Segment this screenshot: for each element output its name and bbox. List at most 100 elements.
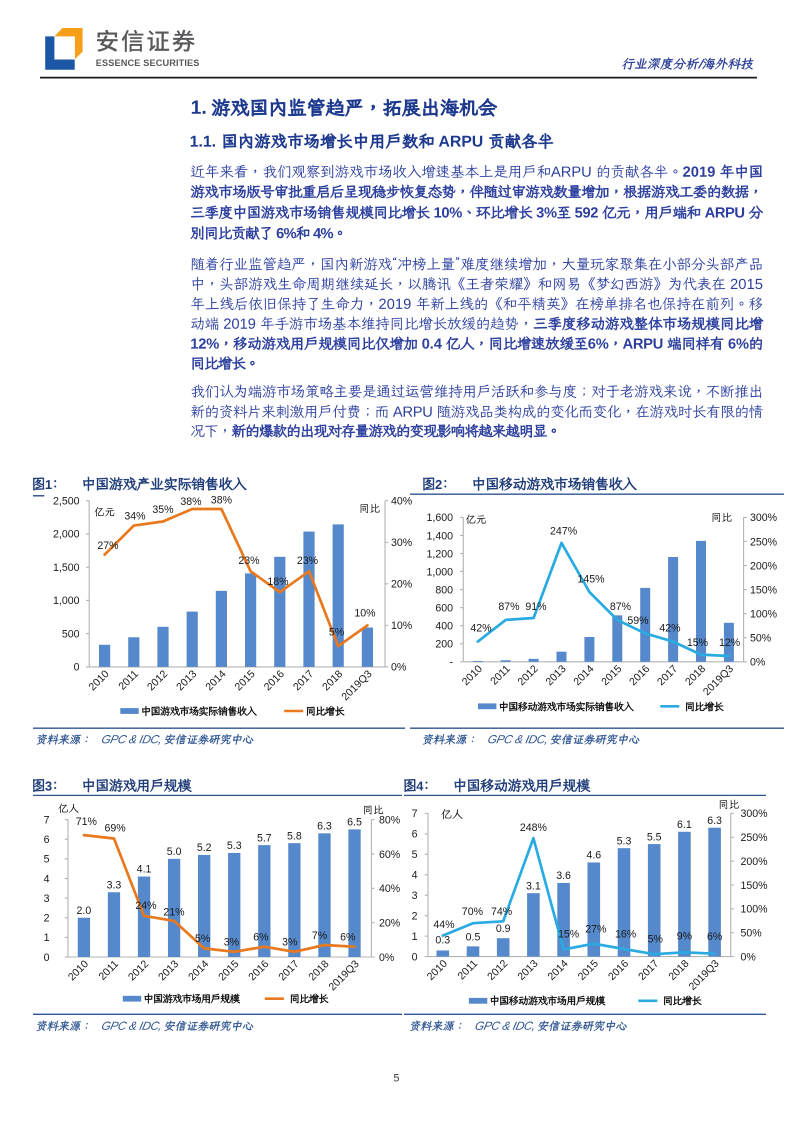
svg-text:2016: 2016 <box>627 663 652 688</box>
svg-text:2014: 2014 <box>546 958 571 983</box>
svg-text:5.3: 5.3 <box>227 840 242 852</box>
svg-text:42%: 42% <box>470 622 492 634</box>
svg-text:15%: 15% <box>558 928 580 940</box>
svg-text:150%: 150% <box>750 584 778 596</box>
svg-text:2013: 2013 <box>515 958 540 983</box>
svg-text:800: 800 <box>435 584 453 596</box>
svg-text:2014: 2014 <box>571 663 596 688</box>
svg-text:2019Q3: 2019Q3 <box>327 958 362 993</box>
svg-text:0%: 0% <box>741 951 757 963</box>
svg-text:2017: 2017 <box>276 958 301 983</box>
svg-text:300%: 300% <box>741 808 769 820</box>
svg-text:1,000: 1,000 <box>53 595 80 607</box>
svg-text:2010: 2010 <box>425 958 450 983</box>
svg-text:50%: 50% <box>741 928 763 940</box>
svg-text:200: 200 <box>435 639 453 651</box>
svg-text:0%: 0% <box>750 657 766 669</box>
svg-text:5.3: 5.3 <box>617 835 632 847</box>
svg-text:6.5: 6.5 <box>347 817 362 829</box>
svg-text:20%: 20% <box>379 917 401 929</box>
svg-text:2018: 2018 <box>666 958 691 983</box>
svg-text:6.3: 6.3 <box>317 821 332 833</box>
svg-text:2010: 2010 <box>66 958 91 983</box>
svg-text:2018: 2018 <box>320 668 345 693</box>
svg-text:42%: 42% <box>659 622 681 634</box>
svg-text:1: 1 <box>412 931 418 943</box>
svg-text:100%: 100% <box>750 608 778 620</box>
svg-text:2018: 2018 <box>306 958 331 983</box>
svg-text:80%: 80% <box>379 814 401 826</box>
svg-text:6: 6 <box>44 834 50 846</box>
svg-text:0%: 0% <box>379 952 395 964</box>
svg-text:2017: 2017 <box>636 958 661 983</box>
svg-text:6%: 6% <box>707 931 723 943</box>
svg-text:600: 600 <box>435 602 453 614</box>
svg-text:2: 2 <box>44 913 50 925</box>
svg-text:2: 2 <box>412 911 418 923</box>
svg-text:2017: 2017 <box>655 663 680 688</box>
svg-text:0%: 0% <box>391 662 407 674</box>
svg-text:27%: 27% <box>97 540 119 552</box>
svg-text:2014: 2014 <box>203 668 228 693</box>
svg-text:2015: 2015 <box>576 958 601 983</box>
svg-text:3%: 3% <box>224 937 240 949</box>
svg-text:2011: 2011 <box>488 663 513 688</box>
svg-text:5: 5 <box>394 1073 400 1085</box>
svg-text:71%: 71% <box>76 816 98 828</box>
svg-text:2012: 2012 <box>145 668 170 693</box>
svg-text:23%: 23% <box>238 555 260 567</box>
svg-text:40%: 40% <box>391 496 413 508</box>
svg-text:1,200: 1,200 <box>426 548 453 560</box>
svg-text:1,600: 1,600 <box>426 512 453 524</box>
svg-text:2018: 2018 <box>683 663 708 688</box>
svg-text:34%: 34% <box>124 510 146 522</box>
svg-text:400: 400 <box>435 621 453 633</box>
svg-text:0.5: 0.5 <box>466 931 481 943</box>
svg-text:200%: 200% <box>741 856 769 868</box>
svg-text:7: 7 <box>44 814 50 826</box>
svg-text:3.3: 3.3 <box>107 879 122 891</box>
svg-text:87%: 87% <box>610 601 632 613</box>
svg-text:2014: 2014 <box>186 958 211 983</box>
svg-text:2010: 2010 <box>87 668 112 693</box>
svg-text:3.1: 3.1 <box>526 880 541 892</box>
svg-text:2019Q3: 2019Q3 <box>701 663 736 698</box>
svg-text:145%: 145% <box>577 573 605 585</box>
svg-text:35%: 35% <box>152 504 174 516</box>
svg-text:60%: 60% <box>379 849 401 861</box>
svg-text:7%: 7% <box>312 930 328 942</box>
svg-text:5.2: 5.2 <box>197 842 212 854</box>
svg-text:38%: 38% <box>180 496 202 508</box>
svg-text:100%: 100% <box>741 904 769 916</box>
svg-text:247%: 247% <box>550 525 578 537</box>
svg-text:6: 6 <box>412 829 418 841</box>
svg-text:27%: 27% <box>585 923 607 935</box>
svg-text:6%: 6% <box>340 932 356 944</box>
svg-text:21%: 21% <box>163 906 185 918</box>
svg-text:87%: 87% <box>498 601 520 613</box>
svg-text:2012: 2012 <box>516 663 541 688</box>
svg-text:2.0: 2.0 <box>77 905 92 917</box>
svg-text:2011: 2011 <box>116 668 141 693</box>
svg-text:2016: 2016 <box>262 668 287 693</box>
svg-text:3.6: 3.6 <box>556 870 571 882</box>
svg-text:70%: 70% <box>462 906 484 918</box>
svg-text:0: 0 <box>44 952 50 964</box>
svg-text:4.6: 4.6 <box>586 850 601 862</box>
svg-text:5%: 5% <box>195 933 211 945</box>
svg-text:59%: 59% <box>627 615 649 627</box>
svg-text:2016: 2016 <box>606 958 631 983</box>
svg-text:2015: 2015 <box>599 663 624 688</box>
svg-text:2019Q3: 2019Q3 <box>687 958 722 993</box>
svg-text:0: 0 <box>412 951 418 963</box>
svg-text:2,500: 2,500 <box>53 496 80 508</box>
svg-text:1: 1 <box>44 932 50 944</box>
svg-text:500: 500 <box>62 628 80 640</box>
svg-text:5: 5 <box>44 854 50 866</box>
svg-text:0.3: 0.3 <box>435 935 450 947</box>
svg-text:24%: 24% <box>135 900 157 912</box>
svg-text:40%: 40% <box>379 883 401 895</box>
svg-text:6.1: 6.1 <box>677 819 692 831</box>
svg-text:3: 3 <box>412 890 418 902</box>
svg-text:1,000: 1,000 <box>426 566 453 578</box>
